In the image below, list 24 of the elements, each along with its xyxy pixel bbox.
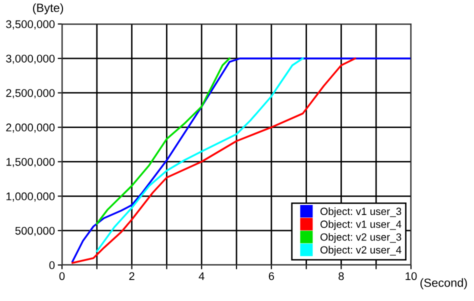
legend-label: Object: v1 user_4 [320, 220, 402, 230]
x-tick-label: 8 [338, 272, 344, 280]
y-tick-label: 2,500,000 [6, 89, 55, 98]
x-tick-label: 0 [59, 272, 65, 280]
y-tick-label: 1,500,000 [6, 158, 55, 168]
y-tick-label: 3,000,000 [6, 54, 55, 64]
x-tick-label: 10 [406, 272, 417, 280]
y-axis-title: (Byte) [33, 3, 64, 14]
line-series [96, 58, 304, 252]
y-tick-label: 500,000 [15, 226, 55, 236]
y-tick-label: 0 [49, 261, 55, 270]
x-axis-title: (Second) [420, 278, 467, 290]
x-tick-label: 4 [198, 272, 204, 280]
legend-label: Object: v1 user_3 [320, 207, 402, 218]
line-series [72, 58, 356, 264]
x-tick-label: 2 [129, 272, 134, 280]
line-series [72, 58, 411, 262]
legend-label: Object: v2 user_3 [320, 233, 402, 243]
line-series [96, 58, 230, 225]
x-tick-label: 6 [268, 272, 274, 280]
y-tick-label: 1,000,000 [6, 192, 55, 202]
y-tick-label: 3,500,000 [6, 20, 55, 30]
legend-label: Object: v2 user_4 [320, 246, 402, 256]
y-tick-label: 2,000,000 [6, 124, 55, 133]
